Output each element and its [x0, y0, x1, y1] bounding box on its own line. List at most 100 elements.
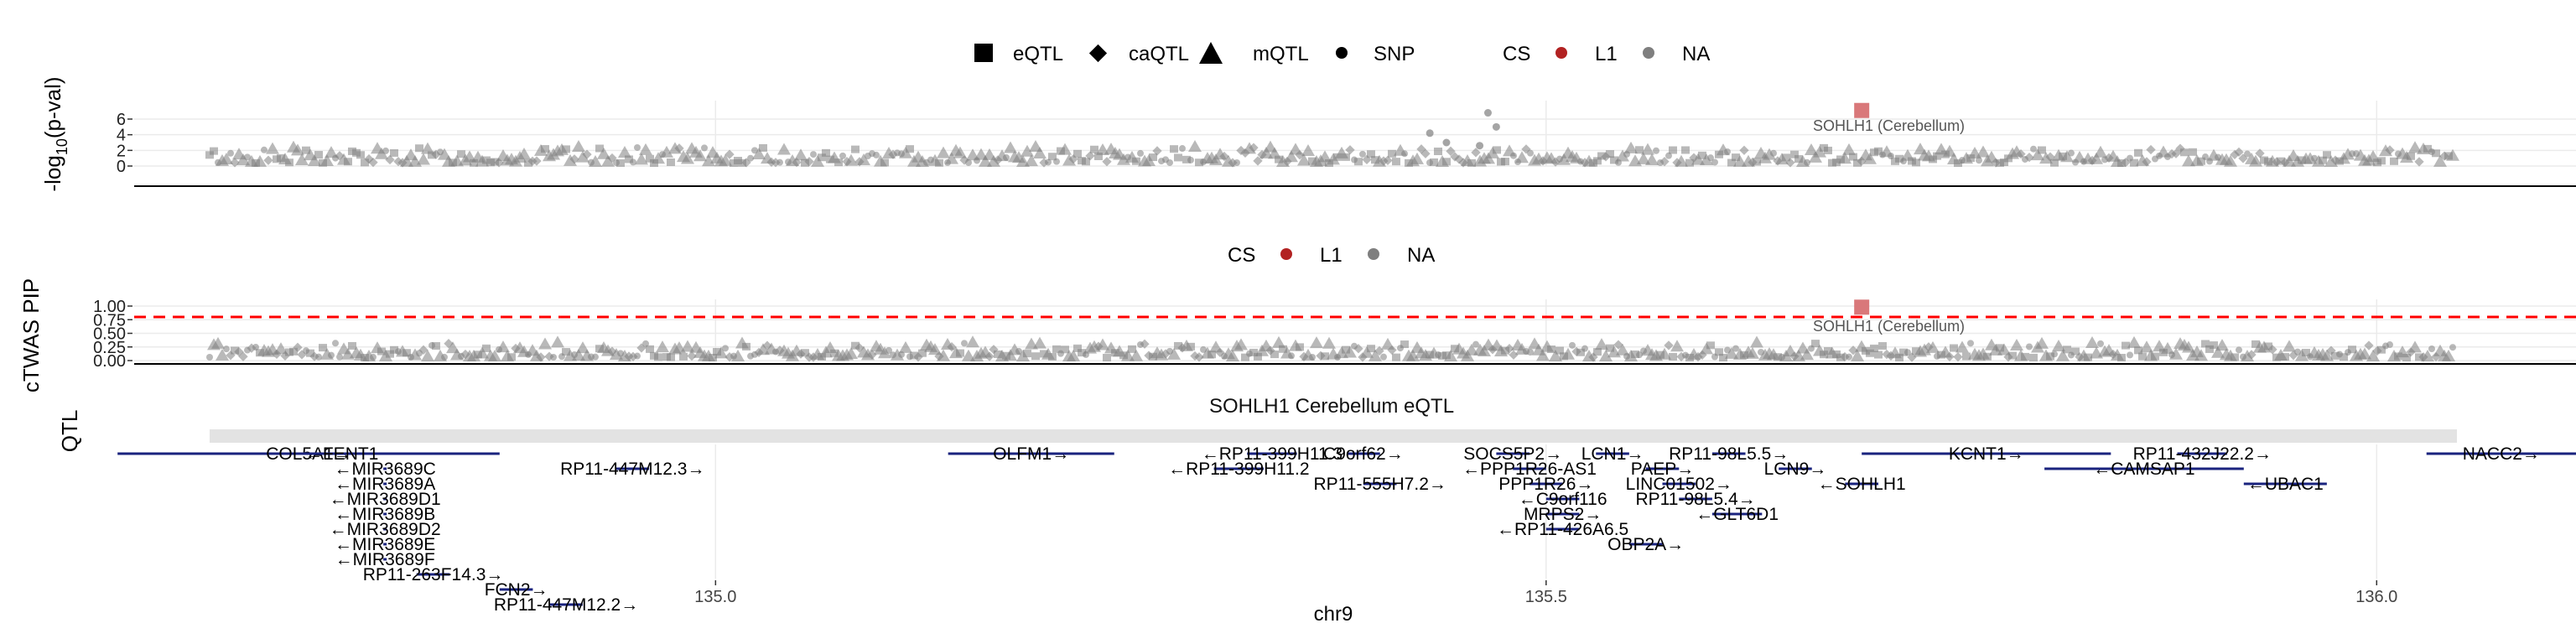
mqtl-point [589, 154, 602, 167]
gene-label: LCN9→ [1764, 460, 1827, 479]
eqtl-point [2134, 346, 2142, 355]
eqtl-point [562, 145, 570, 153]
eqtl-point [2302, 349, 2310, 357]
snp-point [1804, 158, 1810, 166]
eqtl-point [1547, 345, 1555, 354]
y-tick-label: 0 [117, 158, 126, 176]
eqtl-point [1501, 346, 1509, 355]
legend-label-l1: L1 [1595, 43, 1618, 65]
gene-label: ←MIR3689A [335, 475, 435, 494]
eqtl-point [2122, 341, 2130, 350]
eqtl-point [1501, 158, 1509, 166]
gene-label: NACC2→ [2463, 444, 2540, 464]
mqtl-point [1746, 346, 1759, 359]
mqtl-point [1310, 336, 1323, 349]
mqtl-point [325, 146, 338, 158]
caqtl-point [238, 351, 248, 361]
eqtl-point [457, 150, 465, 158]
eqtl-point [1669, 352, 1677, 361]
gene-label: OBP2A→ [1607, 535, 1684, 554]
mqtl-point [291, 143, 304, 156]
eqtl-point [625, 155, 633, 164]
mqtl-point [635, 153, 648, 165]
eqtl-point [1635, 146, 1644, 154]
mqtl-point [1838, 152, 1852, 164]
eqtl-point [818, 153, 826, 162]
caqtl-point [2146, 144, 2156, 155]
caqtl-point [263, 155, 273, 165]
mqtl-point [777, 143, 791, 155]
eqtl-point [2319, 156, 2327, 164]
snp-point [1653, 147, 1659, 154]
eqtl-point [1392, 353, 1400, 361]
mqtl-point [1725, 346, 1738, 359]
mqtl-point [2408, 141, 2422, 153]
eqtl-point [1342, 345, 1350, 354]
mqtl-point [1763, 148, 1776, 160]
mqtl-point [794, 148, 808, 161]
snp-point [1288, 352, 1295, 360]
eqtl-point [1308, 157, 1317, 165]
snp-point [1527, 149, 1534, 157]
mqtl-point [945, 152, 958, 164]
x-axis-label: chr9 [1314, 603, 1353, 626]
eqtl-point [646, 154, 654, 163]
caqtl-point [1249, 143, 1259, 153]
eqtl-point [314, 151, 323, 159]
eqtl-point [2210, 341, 2218, 350]
mqtl-point [1997, 343, 2011, 356]
eqtl-point [1048, 153, 1057, 161]
snp-point [961, 340, 968, 347]
eqtl-point [956, 349, 964, 357]
eqtl-point [470, 158, 478, 167]
snp-point [332, 340, 339, 347]
eqtl-point [361, 158, 369, 167]
eqtl-point [1874, 147, 1883, 155]
caqtl-point [2255, 148, 2265, 158]
mqtl-point [928, 343, 942, 356]
eqtl-point [709, 353, 717, 361]
caqtl-point [1471, 148, 1481, 158]
mqtl-point [421, 142, 434, 154]
legend-label-mqtl: mQTL [1253, 43, 1309, 65]
mqtl-point [2358, 347, 2371, 360]
qtl-ylabel-end: (p-val) [40, 76, 65, 138]
eqtl-point [2201, 340, 2210, 348]
eqtl-point [759, 143, 767, 152]
snp-point [965, 158, 972, 166]
snp-point [244, 153, 251, 161]
qtl-highlight-label: SOHLH1 (Cerebellum) [1813, 117, 1965, 134]
snp-point [370, 353, 377, 361]
mqtl-point [1645, 153, 1659, 166]
mqtl-point [2094, 145, 2107, 158]
mqtl-point [656, 340, 669, 353]
gene-label: SOCS5P2→ [1463, 444, 1562, 464]
mqtl-point [1515, 151, 1529, 164]
legend-mid-na-dot [1368, 248, 1379, 260]
gene-label: RP11-263F14.3→ [363, 565, 504, 584]
x-axis-ticks: 135.0 135.5 136.0 [694, 580, 2397, 606]
eqtl-point [377, 347, 386, 356]
mqtl-point [2035, 336, 2049, 349]
panel-genes-grid [714, 444, 2378, 579]
legend-circle-icon [1336, 47, 1348, 59]
eqtl-point [2432, 149, 2440, 158]
gene-label: RP11-98L5.4→ [1635, 490, 1755, 509]
mqtl-point [2153, 340, 2166, 352]
mqtl-point [693, 149, 707, 162]
mqtl-point [2224, 154, 2237, 167]
legend-mid-label-l1: L1 [1320, 244, 1343, 267]
snp-point [1724, 148, 1731, 155]
eqtl-point [2197, 157, 2205, 165]
snp-outlier-point [1442, 138, 1451, 147]
caqtl-point [1504, 344, 1514, 354]
snp-point [839, 152, 846, 159]
eqtl-point [205, 151, 214, 159]
gene-label: ←RP11-399H11.3 [1202, 444, 1343, 464]
x-tick-label: 136.0 [2355, 588, 2397, 606]
eqtl-point [1103, 353, 1111, 361]
eqtl-point [595, 144, 604, 153]
legend-na-dot [1643, 47, 1654, 59]
mqtl-point [731, 349, 745, 361]
